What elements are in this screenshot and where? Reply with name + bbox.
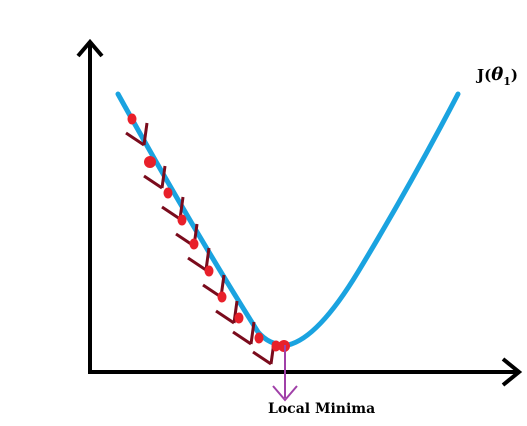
step-point: [234, 312, 244, 324]
step-arrow-wing: [187, 256, 207, 272]
step-point: [163, 187, 173, 199]
step-point: [271, 340, 281, 352]
step-arrow-tick: [204, 247, 211, 271]
step-arrow-tick: [249, 321, 256, 345]
step-arrow-wing: [143, 174, 163, 190]
x-axis: [88, 357, 523, 387]
theta-symbol: θ: [491, 64, 504, 85]
step-arrow-wing: [252, 350, 272, 366]
minima-arrow: [272, 345, 298, 402]
step-arrow-tick: [232, 300, 239, 324]
step-arrow-wing: [232, 330, 252, 346]
step-point: [217, 291, 227, 303]
step-arrow-wing: [215, 309, 235, 325]
step-points: [127, 113, 290, 352]
cost-curve: [115, 91, 461, 348]
step-point: [254, 332, 264, 344]
step-point: [127, 113, 137, 125]
cost-function-suffix: ): [510, 66, 518, 84]
cost-function-label: J(θ1): [477, 64, 518, 88]
minima-arrowhead: [272, 385, 298, 402]
step-arrow-tick: [142, 122, 149, 146]
step-arrow-wing: [125, 131, 145, 147]
theta-subscript: 1: [503, 75, 511, 88]
step-arrow-tick: [160, 165, 167, 189]
step-arrow-wing: [161, 205, 181, 221]
cost-function-prefix: J(: [477, 66, 492, 84]
local-minima-label: Local Minima: [268, 401, 376, 417]
x-axis-arrowhead: [501, 357, 523, 387]
step-point: [204, 265, 214, 277]
y-axis-arrowhead: [76, 38, 104, 58]
step-point: [144, 156, 156, 168]
y-axis: [76, 38, 104, 374]
step-point: [189, 238, 199, 250]
step-point: [177, 214, 187, 226]
